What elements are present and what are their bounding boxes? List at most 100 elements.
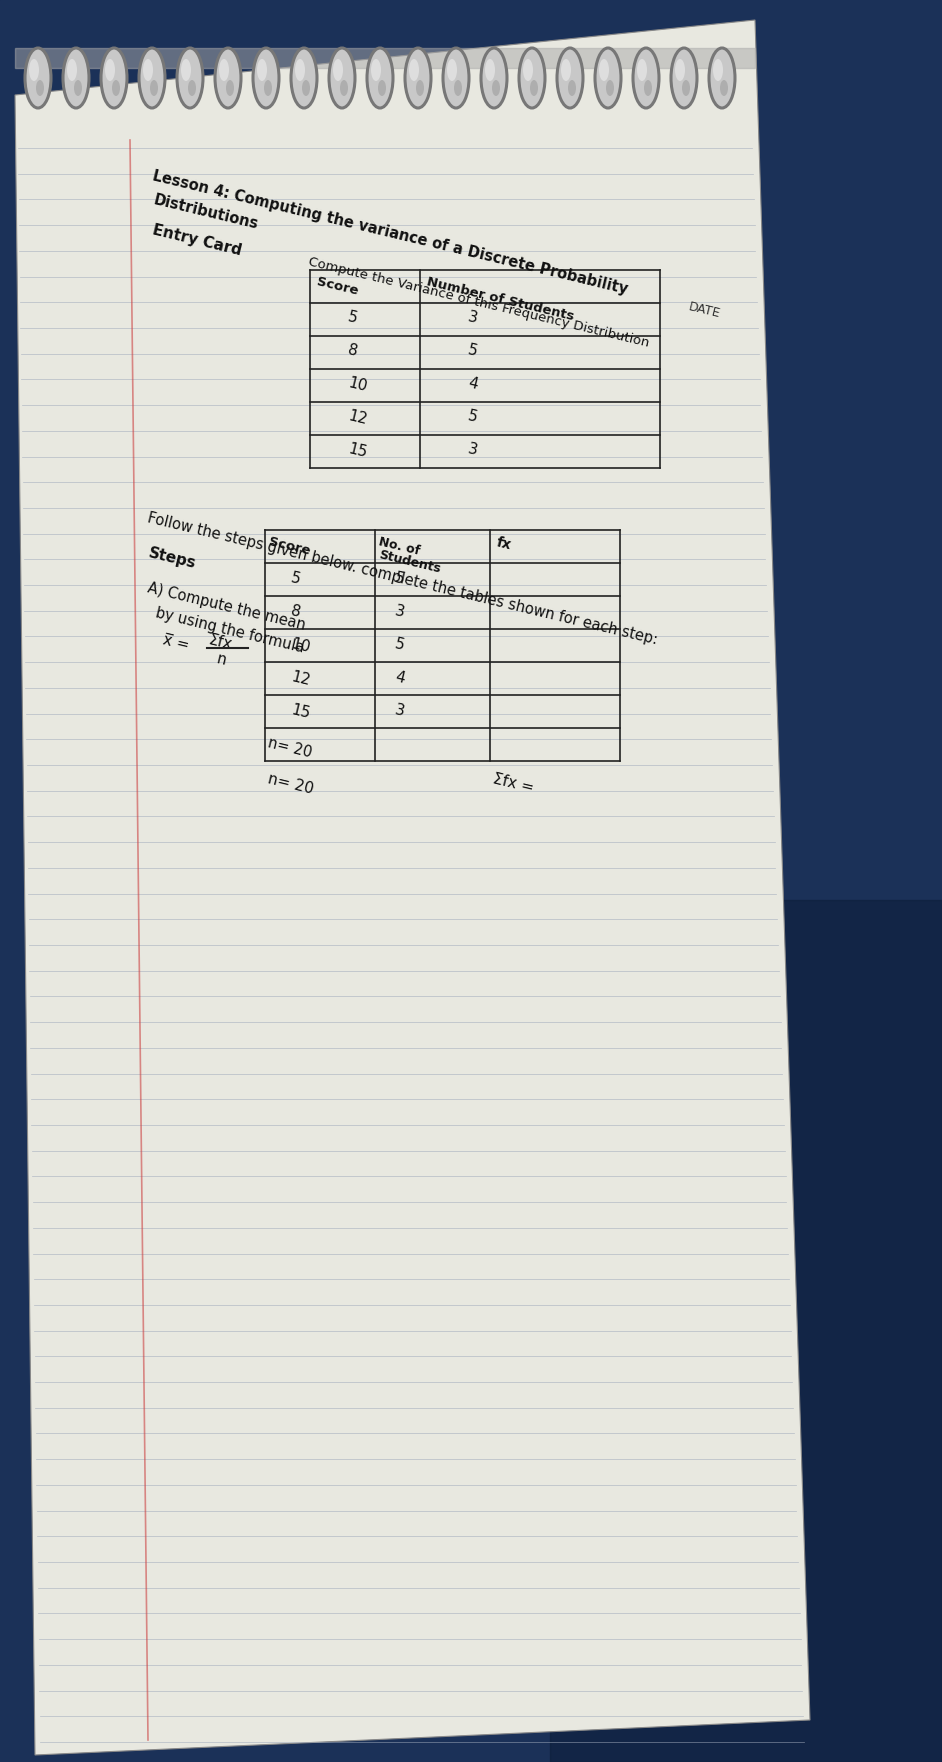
Ellipse shape <box>253 48 279 107</box>
Ellipse shape <box>523 58 533 81</box>
Text: Students: Students <box>377 548 442 576</box>
Ellipse shape <box>264 79 272 95</box>
Ellipse shape <box>561 58 571 81</box>
Ellipse shape <box>713 58 723 81</box>
Text: n= 20: n= 20 <box>267 735 314 759</box>
Ellipse shape <box>557 48 583 107</box>
Text: 5: 5 <box>466 342 479 359</box>
Ellipse shape <box>709 48 735 107</box>
Ellipse shape <box>340 79 348 95</box>
Text: Distributions: Distributions <box>152 192 260 231</box>
Ellipse shape <box>671 48 697 107</box>
Text: by using the formula: by using the formula <box>154 604 306 655</box>
Ellipse shape <box>416 79 424 95</box>
Text: Score: Score <box>315 275 359 298</box>
Text: n: n <box>215 650 227 668</box>
Text: 5: 5 <box>466 409 479 425</box>
Polygon shape <box>15 19 810 1755</box>
Ellipse shape <box>485 58 495 81</box>
Ellipse shape <box>74 79 82 95</box>
Text: 10: 10 <box>347 375 368 395</box>
Ellipse shape <box>568 79 576 95</box>
Ellipse shape <box>226 79 234 95</box>
Text: No. of: No. of <box>377 536 421 557</box>
Ellipse shape <box>67 58 77 81</box>
Ellipse shape <box>291 48 317 107</box>
Ellipse shape <box>219 58 229 81</box>
Ellipse shape <box>63 48 89 107</box>
Ellipse shape <box>492 79 500 95</box>
Ellipse shape <box>112 79 120 95</box>
Ellipse shape <box>637 58 647 81</box>
Ellipse shape <box>177 48 203 107</box>
Ellipse shape <box>633 48 659 107</box>
Text: 10: 10 <box>289 636 312 655</box>
Text: 15: 15 <box>289 701 312 721</box>
Ellipse shape <box>443 48 469 107</box>
Ellipse shape <box>143 58 153 81</box>
Text: 3: 3 <box>394 603 407 620</box>
Ellipse shape <box>105 58 115 81</box>
Ellipse shape <box>101 48 127 107</box>
Ellipse shape <box>675 58 685 81</box>
Ellipse shape <box>257 58 267 81</box>
Ellipse shape <box>405 48 431 107</box>
Text: 5: 5 <box>394 636 406 654</box>
Ellipse shape <box>215 48 241 107</box>
Ellipse shape <box>481 48 507 107</box>
Ellipse shape <box>302 79 310 95</box>
Text: 8: 8 <box>289 603 302 620</box>
Text: 4: 4 <box>466 375 479 391</box>
Text: Follow the steps given below. complete the tables shown for each step:: Follow the steps given below. complete t… <box>147 509 659 647</box>
Text: 15: 15 <box>347 440 368 460</box>
Bar <box>15 48 755 69</box>
Ellipse shape <box>329 48 355 107</box>
Ellipse shape <box>333 58 343 81</box>
Text: 3: 3 <box>466 308 479 326</box>
Ellipse shape <box>447 58 457 81</box>
Ellipse shape <box>599 58 609 81</box>
Ellipse shape <box>36 79 44 95</box>
Ellipse shape <box>367 48 393 107</box>
Text: 5: 5 <box>347 308 359 326</box>
Ellipse shape <box>150 79 158 95</box>
Text: 5: 5 <box>289 569 302 587</box>
Ellipse shape <box>25 48 51 107</box>
Ellipse shape <box>720 79 728 95</box>
Text: Number of Students: Number of Students <box>425 275 575 322</box>
Ellipse shape <box>519 48 545 107</box>
Ellipse shape <box>595 48 621 107</box>
Text: 4: 4 <box>394 670 406 685</box>
Text: fx: fx <box>495 536 512 552</box>
Bar <box>550 900 942 1762</box>
Text: 12: 12 <box>347 409 368 426</box>
Text: Σfx =: Σfx = <box>492 772 535 795</box>
Ellipse shape <box>29 58 39 81</box>
Text: 8: 8 <box>347 342 359 359</box>
Ellipse shape <box>644 79 652 95</box>
Ellipse shape <box>409 58 419 81</box>
Ellipse shape <box>295 58 305 81</box>
Text: Steps: Steps <box>147 544 197 571</box>
Text: Lesson 4: Computing the variance of a Discrete Probability: Lesson 4: Computing the variance of a Di… <box>152 167 630 296</box>
Text: 12: 12 <box>289 670 312 689</box>
Ellipse shape <box>371 58 381 81</box>
Text: 3: 3 <box>394 701 407 719</box>
Ellipse shape <box>139 48 165 107</box>
Ellipse shape <box>530 79 538 95</box>
Ellipse shape <box>378 79 386 95</box>
Ellipse shape <box>181 58 191 81</box>
Ellipse shape <box>454 79 462 95</box>
Text: DATE: DATE <box>687 300 722 321</box>
Text: x̅ =: x̅ = <box>161 633 191 652</box>
Ellipse shape <box>606 79 614 95</box>
Text: 5: 5 <box>394 569 406 587</box>
Text: Σfx: Σfx <box>206 633 234 652</box>
Text: Score: Score <box>267 536 311 557</box>
Text: A) Compute the mean: A) Compute the mean <box>147 580 307 633</box>
Text: Entry Card: Entry Card <box>152 222 244 257</box>
Text: n= 20: n= 20 <box>267 772 316 796</box>
Text: Compute the Variance of this Frequency Distribution: Compute the Variance of this Frequency D… <box>307 255 651 349</box>
Text: 3: 3 <box>466 440 479 458</box>
Ellipse shape <box>188 79 196 95</box>
